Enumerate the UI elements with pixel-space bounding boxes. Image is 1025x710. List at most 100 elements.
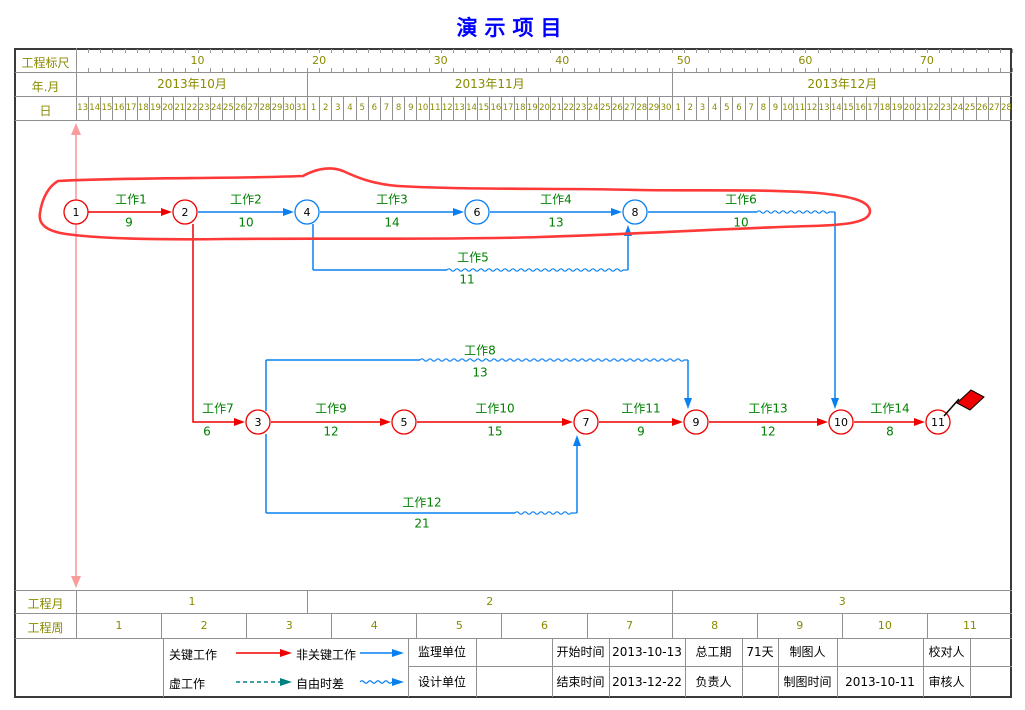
day-cell: 8 (756, 97, 769, 120)
day-cell: 21 (550, 97, 562, 120)
ruler-tick (841, 68, 843, 72)
day-cell: 18 (136, 97, 149, 120)
ruler-tick (392, 49, 394, 53)
ruler-tick (173, 49, 175, 53)
ruler-tick (586, 49, 588, 53)
ruler-tick (76, 68, 77, 72)
ruler-tick (853, 68, 855, 72)
grid-line (15, 120, 1012, 121)
day-cell: 27 (246, 97, 258, 120)
day-cell: 20 (902, 97, 915, 120)
sheet-frame (14, 48, 1012, 698)
legend-free-float-label: 自由时差 (296, 677, 345, 691)
project-week-cell: 9 (756, 613, 842, 638)
ruler-tick (124, 49, 126, 53)
ruler-tick (282, 68, 284, 72)
day-cell: 15 (841, 97, 854, 120)
ruler-tick (428, 68, 430, 72)
ruler-tick (343, 68, 345, 72)
month-row-label: 年.月 (31, 80, 60, 94)
day-cell: 3 (695, 97, 708, 120)
day-cell: 17 (124, 97, 137, 120)
grid-line (15, 638, 1012, 639)
day-cell: 21 (173, 97, 185, 120)
day-cell: 11 (428, 97, 441, 120)
ruler-tick (416, 68, 418, 72)
ruler-tick (306, 68, 308, 72)
ruler-tick (185, 49, 187, 53)
ruler-number: 20 (312, 54, 327, 67)
ruler-tick (926, 68, 928, 72)
ruler-tick (477, 68, 479, 72)
ruler-tick (197, 68, 199, 72)
ruler-tick (574, 49, 576, 53)
ruler-tick (781, 49, 783, 53)
grid-line (15, 96, 1012, 97)
day-cell: 22 (926, 97, 939, 120)
ruler-tick (999, 49, 1001, 53)
ruler-tick (489, 68, 491, 72)
ruler-tick (623, 68, 624, 72)
ruler-tick (379, 68, 381, 72)
ruler-tick (817, 68, 819, 72)
day-cell: 13 (76, 97, 88, 120)
ruler-tick (440, 49, 442, 53)
ruler-tick (987, 49, 989, 53)
ruler-number: 30 (433, 54, 448, 67)
project-week-cell: 8 (671, 613, 757, 638)
ruler-tick (671, 68, 673, 72)
day-cell: 26 (610, 97, 623, 120)
day-cell: 1 (671, 97, 684, 120)
project-month-cell: 3 (671, 590, 1012, 613)
project-week-cell: 1 (76, 613, 161, 638)
ruler-tick (793, 68, 795, 72)
ruler-tick (841, 49, 843, 53)
ruler-tick (550, 68, 552, 72)
day-cell: 25 (598, 97, 611, 120)
day-cell: 31 (294, 97, 307, 120)
ruler-tick (209, 49, 211, 53)
ruler-tick (659, 68, 661, 72)
day-cell: 19 (890, 97, 902, 120)
ruler-tick (914, 68, 916, 72)
ruler-tick (392, 68, 394, 72)
ruler-tick (525, 68, 527, 72)
day-cell: 17 (866, 97, 878, 120)
ruler-tick (951, 68, 953, 72)
ruler-tick (331, 49, 333, 53)
day-cell: 12 (440, 97, 453, 120)
ruler-tick (100, 49, 102, 53)
start-time-label-cell: 开始时间 (552, 638, 610, 667)
ruler-tick (926, 49, 928, 53)
day-cell: 17 (501, 97, 513, 120)
ruler-tick (331, 68, 333, 72)
day-cell: 20 (537, 97, 550, 120)
day-cell: 26 (234, 97, 246, 120)
ruler-tick (708, 49, 710, 53)
ruler-tick (513, 68, 515, 72)
ruler-tick (440, 68, 442, 72)
ruler-tick (477, 49, 479, 53)
ruler-tick (914, 49, 916, 53)
ruler-tick (550, 49, 552, 53)
legend-symbols-cell: 关键工作 非关键工作 虚工作 自由时差 (163, 638, 409, 697)
designer-label-cell: 设计单位 (408, 667, 477, 697)
ruler-tick (744, 49, 746, 53)
ruler-tick (695, 49, 697, 53)
ruler-number: 70 (919, 54, 934, 67)
grid-line (15, 72, 1012, 73)
calendar-month-cell: 2013年12月 (671, 73, 1012, 96)
ruler-tick (598, 68, 600, 72)
day-cell: 15 (477, 97, 489, 120)
ruler-tick (234, 68, 236, 72)
day-cell: 25 (221, 97, 234, 120)
ruler-tick (270, 68, 272, 72)
grid-line (163, 638, 164, 697)
ruler-tick (878, 68, 880, 72)
ruler-tick (853, 49, 855, 53)
ruler-tick (756, 68, 758, 72)
day-cell: 21 (914, 97, 927, 120)
ruler-tick (270, 49, 272, 53)
day-cell: 19 (525, 97, 538, 120)
